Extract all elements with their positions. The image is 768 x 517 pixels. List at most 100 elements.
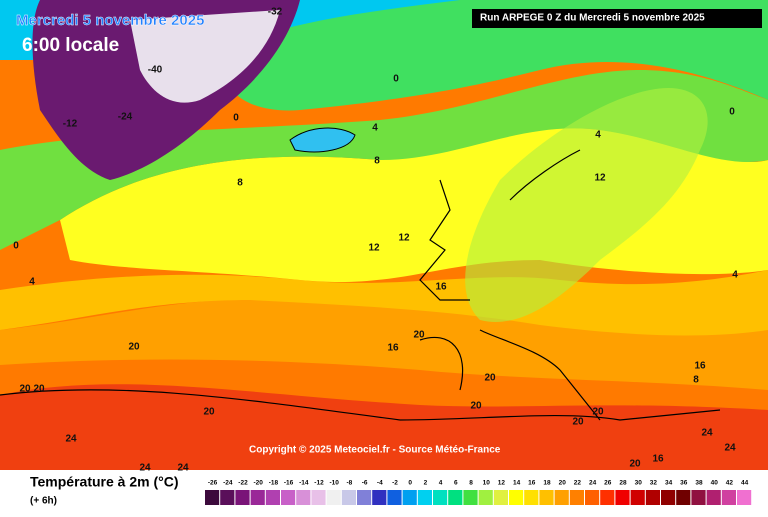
legend-title: Température à 2m (°C): [30, 474, 179, 490]
scale-label: -8: [347, 480, 353, 487]
scale-swatch: [265, 490, 280, 505]
scale-swatch: [417, 490, 432, 505]
map-label: -40: [148, 65, 163, 76]
map-label: 16: [652, 454, 664, 465]
scale-label: -4: [377, 480, 383, 487]
scale-swatch: [205, 490, 220, 505]
scale-swatch: [554, 490, 569, 505]
scale-swatch: [524, 490, 539, 505]
map-label: 24: [65, 434, 77, 445]
scale-label: -20: [253, 480, 263, 487]
map-label: 4: [372, 123, 378, 134]
scale-label: 20: [559, 480, 567, 487]
scale-swatch: [311, 490, 326, 505]
scale-swatch: [630, 490, 645, 505]
scale-swatch: [463, 490, 478, 505]
scale-label: 42: [726, 480, 734, 487]
scale-label: -10: [329, 480, 339, 487]
scale-swatch: [433, 490, 448, 505]
map-label: 24: [177, 463, 189, 474]
map-label: 4: [732, 270, 738, 281]
map-label: 8: [374, 156, 380, 167]
scale-swatch: [448, 490, 463, 505]
map-label: 8: [237, 178, 243, 189]
scale-swatch: [326, 490, 341, 505]
map-label: 16: [694, 361, 706, 372]
map-label: 4: [595, 130, 601, 141]
scale-swatch: [250, 490, 265, 505]
map-label: 24: [724, 443, 736, 454]
copyright: Copyright © 2025 Meteociel.fr - Source M…: [249, 445, 501, 456]
scale-swatch: [600, 490, 615, 505]
scale-label: -14: [299, 480, 309, 487]
scale-label: 44: [741, 480, 749, 487]
scale-swatch: [341, 490, 356, 505]
map-label: 0: [393, 74, 399, 85]
scale-label: 18: [543, 480, 551, 487]
map-label: -12: [63, 119, 78, 130]
scale-swatch: [569, 490, 584, 505]
scale-label: 24: [589, 480, 597, 487]
run-info: Run ARPEGE 0 Z du Mercredi 5 novembre 20…: [480, 13, 705, 24]
scale-label: 4: [439, 480, 443, 487]
scale-label: -18: [269, 480, 279, 487]
map-label: 16: [435, 282, 447, 293]
run-box: [472, 9, 762, 28]
map-label: 12: [594, 173, 606, 184]
scale-label: 6: [454, 480, 458, 487]
map-label: 4: [29, 277, 35, 288]
scale-label: 12: [498, 480, 506, 487]
scale-swatch: [478, 490, 493, 505]
scale-label: 40: [711, 480, 719, 487]
map-label: 20: [592, 407, 604, 418]
scale-swatch: [296, 490, 311, 505]
scale-swatch: [661, 490, 676, 505]
map-label: 20: [128, 342, 140, 353]
legend-lead: (+ 6h): [30, 496, 57, 507]
scale-label: 34: [665, 480, 673, 487]
scale-swatch: [220, 490, 235, 505]
map-label: 24: [701, 428, 713, 439]
scale-swatch: [645, 490, 660, 505]
map-label: 0: [233, 113, 239, 124]
map-label: 20: [629, 459, 641, 470]
scale-label: 14: [513, 480, 521, 487]
scale-label: 16: [528, 480, 536, 487]
map-label: 20: [484, 373, 496, 384]
scale-label: 0: [408, 480, 412, 487]
scale-label: -26: [208, 480, 218, 487]
map-label: 20: [33, 384, 45, 395]
scale-swatch: [676, 490, 691, 505]
map: [0, 0, 768, 470]
scale-swatch: [615, 490, 630, 505]
scale-swatch: [281, 490, 296, 505]
map-label: 24: [139, 463, 151, 474]
scale-label: 38: [695, 480, 703, 487]
map-label: 20: [203, 407, 215, 418]
map-label: 20: [413, 330, 425, 341]
map-label: 8: [693, 375, 699, 386]
scale-label: 36: [680, 480, 688, 487]
scale-label: 2: [424, 480, 428, 487]
scale-swatch: [737, 490, 752, 505]
time: 6:00 locale: [22, 35, 119, 56]
scale-label: 10: [483, 480, 491, 487]
scale-swatch: [357, 490, 372, 505]
scale-swatch: [721, 490, 736, 505]
scale-label: 22: [574, 480, 582, 487]
scale-label: -16: [284, 480, 294, 487]
scale-swatch: [235, 490, 250, 505]
scale-label: -2: [392, 480, 398, 487]
scale-label: 30: [635, 480, 643, 487]
scale-swatch: [372, 490, 387, 505]
scale-label: -6: [362, 480, 368, 487]
scale-swatch: [539, 490, 554, 505]
map-label: 12: [368, 243, 380, 254]
scale-swatch: [387, 490, 402, 505]
scale-swatch: [585, 490, 600, 505]
scale-label: 32: [650, 480, 658, 487]
scale-swatch: [706, 490, 721, 505]
map-label: 0: [13, 241, 19, 252]
scale-label: -12: [314, 480, 324, 487]
